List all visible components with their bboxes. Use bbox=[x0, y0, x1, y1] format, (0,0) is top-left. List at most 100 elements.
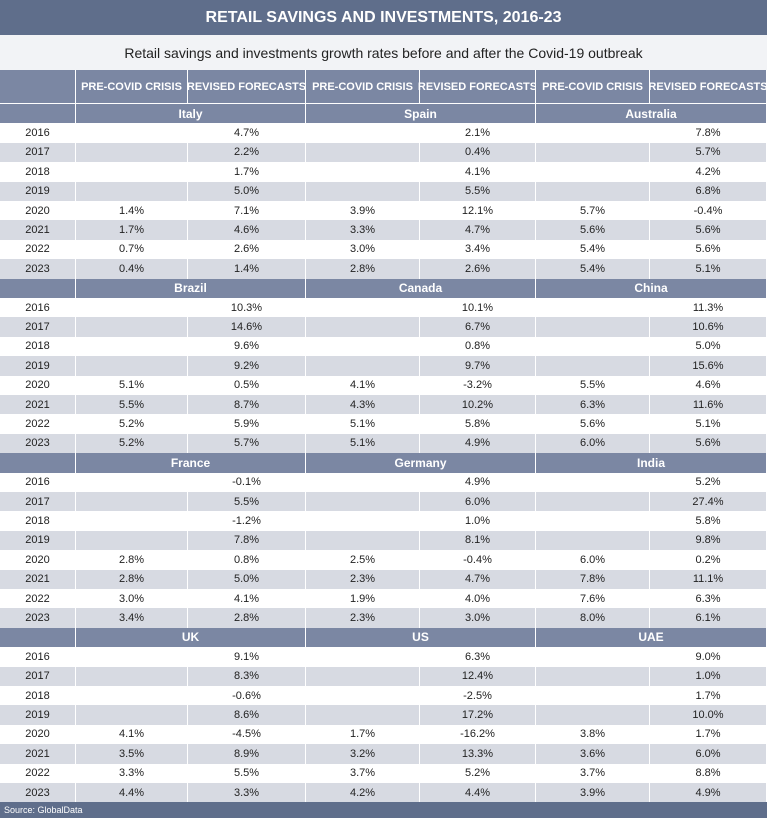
value-cell: 4.2% bbox=[650, 162, 767, 182]
value-cell: 7.8% bbox=[650, 123, 767, 143]
year: 2021 bbox=[0, 220, 76, 240]
value-cell bbox=[306, 298, 420, 318]
value-cell: 3.0% bbox=[420, 608, 536, 628]
country-header: Germany bbox=[306, 453, 536, 473]
value-cell: 11.6% bbox=[650, 395, 767, 415]
year: 2021 bbox=[0, 569, 76, 589]
value-cell bbox=[306, 666, 420, 686]
value-cell bbox=[536, 666, 650, 686]
column-header: REVISED FORECASTS bbox=[187, 70, 306, 103]
value-cell bbox=[536, 492, 650, 512]
value-cell bbox=[536, 298, 650, 318]
value-cell: 5.6% bbox=[650, 239, 767, 260]
country-header: China bbox=[536, 278, 767, 298]
value-cell: 6.0% bbox=[536, 550, 650, 570]
value-cell bbox=[306, 142, 420, 163]
value-cell bbox=[76, 123, 188, 143]
year: 2018 bbox=[0, 162, 76, 182]
value-cell: 11.1% bbox=[650, 569, 767, 589]
value-cell: 7.8% bbox=[536, 569, 650, 589]
value-cell bbox=[76, 492, 188, 512]
value-cell: 14.6% bbox=[188, 317, 306, 337]
year: 2020 bbox=[0, 724, 76, 745]
country-row-blank bbox=[0, 104, 76, 124]
value-cell: 4.4% bbox=[420, 783, 536, 803]
country-row-blank bbox=[0, 627, 76, 648]
value-cell: 5.5% bbox=[76, 395, 188, 415]
value-cell bbox=[536, 181, 650, 201]
value-cell: 13.3% bbox=[420, 744, 536, 764]
value-cell: 5.6% bbox=[536, 220, 650, 240]
year: 2018 bbox=[0, 336, 76, 357]
value-cell: 0.5% bbox=[188, 375, 306, 395]
value-cell: 12.1% bbox=[420, 201, 536, 221]
country-header: US bbox=[306, 627, 536, 648]
value-cell: 9.7% bbox=[420, 356, 536, 376]
source: Source: GlobalData bbox=[0, 802, 767, 818]
value-cell bbox=[306, 162, 420, 182]
value-cell: -1.2% bbox=[188, 511, 306, 531]
value-cell: 3.7% bbox=[306, 763, 420, 783]
value-cell: 2.3% bbox=[306, 608, 420, 628]
value-cell: 2.5% bbox=[306, 550, 420, 570]
value-cell bbox=[76, 336, 188, 357]
value-cell bbox=[306, 530, 420, 551]
country-header: UK bbox=[76, 627, 306, 648]
value-cell: 8.1% bbox=[420, 530, 536, 551]
value-cell bbox=[306, 356, 420, 376]
value-cell bbox=[536, 336, 650, 357]
value-cell: 8.3% bbox=[188, 666, 306, 686]
country-header: Canada bbox=[306, 278, 536, 298]
value-cell bbox=[306, 647, 420, 667]
value-cell bbox=[306, 336, 420, 357]
value-cell: 4.9% bbox=[420, 472, 536, 492]
value-cell: 5.9% bbox=[188, 414, 306, 434]
value-cell: 4.1% bbox=[420, 162, 536, 182]
year: 2019 bbox=[0, 356, 76, 376]
column-header: PRE-COVID CRISIS bbox=[76, 70, 188, 103]
value-cell bbox=[536, 686, 650, 706]
value-cell bbox=[306, 123, 420, 143]
value-cell bbox=[76, 317, 188, 337]
value-cell bbox=[536, 705, 650, 725]
value-cell: 5.6% bbox=[536, 414, 650, 434]
value-cell: 12.4% bbox=[420, 666, 536, 686]
value-cell: 15.6% bbox=[650, 356, 767, 376]
value-cell: 4.9% bbox=[650, 783, 767, 803]
value-cell bbox=[76, 298, 188, 318]
value-cell: 5.1% bbox=[76, 375, 188, 395]
value-cell bbox=[536, 123, 650, 143]
value-cell bbox=[76, 647, 188, 667]
country-header: Spain bbox=[306, 104, 536, 124]
value-cell: 5.0% bbox=[650, 336, 767, 357]
value-cell: -16.2% bbox=[420, 724, 536, 745]
value-cell: 5.5% bbox=[420, 181, 536, 201]
value-cell: 9.8% bbox=[650, 530, 767, 551]
value-cell: -2.5% bbox=[420, 686, 536, 706]
value-cell bbox=[76, 181, 188, 201]
value-cell bbox=[306, 686, 420, 706]
value-cell: 5.2% bbox=[76, 414, 188, 434]
value-cell bbox=[536, 647, 650, 667]
value-cell: 7.8% bbox=[188, 530, 306, 551]
value-cell bbox=[306, 492, 420, 512]
value-cell bbox=[76, 666, 188, 686]
value-cell: 0.8% bbox=[188, 550, 306, 570]
value-cell: 2.3% bbox=[306, 569, 420, 589]
column-header: REVISED FORECASTS bbox=[418, 70, 537, 103]
year: 2016 bbox=[0, 647, 76, 667]
value-cell bbox=[536, 511, 650, 531]
value-cell: 4.1% bbox=[76, 724, 188, 745]
value-cell: 10.3% bbox=[188, 298, 306, 318]
value-cell: 9.0% bbox=[650, 647, 767, 667]
year: 2016 bbox=[0, 123, 76, 143]
year: 2019 bbox=[0, 705, 76, 725]
country-header: Italy bbox=[76, 104, 306, 124]
value-cell: 5.7% bbox=[650, 142, 767, 163]
value-cell bbox=[76, 472, 188, 492]
country-header: Brazil bbox=[76, 278, 306, 298]
value-cell: 8.6% bbox=[188, 705, 306, 725]
value-cell bbox=[536, 472, 650, 492]
year: 2023 bbox=[0, 783, 76, 803]
value-cell: 6.0% bbox=[650, 744, 767, 764]
